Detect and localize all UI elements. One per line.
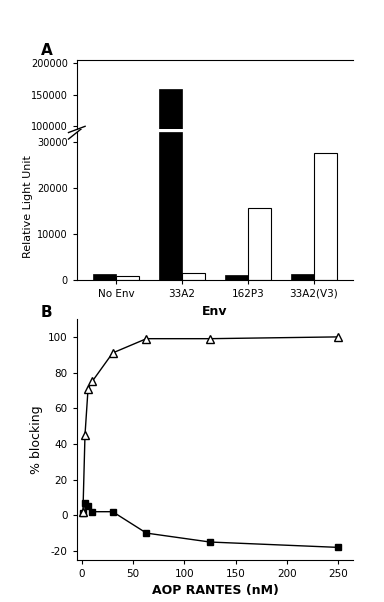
Text: A: A (41, 43, 53, 58)
Bar (159, 132, 182, 280)
Bar (225, 275, 248, 280)
Y-axis label: % blocking: % blocking (30, 405, 43, 474)
X-axis label: AOP RANTES (nM): AOP RANTES (nM) (152, 585, 278, 597)
X-axis label: Env: Env (202, 305, 228, 317)
Bar (116, 276, 139, 280)
Bar (314, 153, 337, 280)
Bar (291, 275, 314, 280)
Text: B: B (41, 305, 53, 320)
Bar (93, 275, 116, 280)
Bar (248, 208, 271, 280)
Bar (159, 88, 182, 129)
Bar (182, 273, 205, 280)
Y-axis label: Relative Light Unit: Relative Light Unit (23, 155, 33, 258)
